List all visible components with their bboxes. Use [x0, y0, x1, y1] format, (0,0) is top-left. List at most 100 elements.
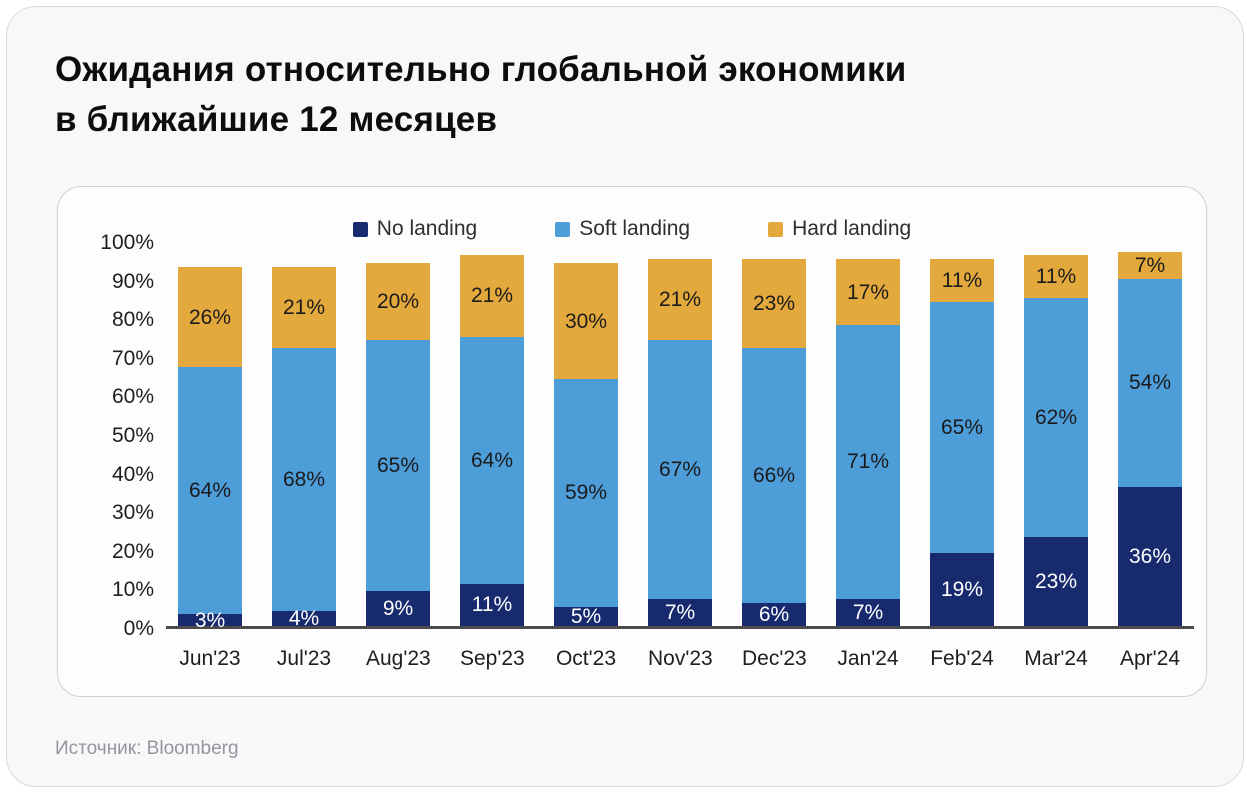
bar-segment-label: 21% [470, 284, 514, 308]
bar-group-feb24: 19% 65% 11% [930, 259, 994, 626]
bar-segment-hard-landing: 23% [742, 259, 806, 349]
bar-group-oct23: 5% 59% 30% [554, 263, 618, 628]
bar-group-jun23: 3% 64% 26% [178, 267, 242, 631]
chart-legend: No landing Soft landing Hard landing [58, 217, 1206, 241]
bar-segment-label: 11% [471, 593, 513, 617]
bar-segment-hard-landing: 21% [460, 255, 524, 337]
bar-group-sep23: 11% 64% 21% [460, 255, 524, 626]
bar-segment-label: 71% [846, 450, 890, 474]
source-note: Источник: Bloomberg [55, 738, 239, 760]
legend-item-hard-landing: Hard landing [768, 217, 911, 241]
bar-segment-label: 19% [940, 577, 984, 601]
bar-segment-soft-landing: 64% [178, 367, 242, 615]
source-value: Bloomberg [146, 738, 239, 759]
bar-segment-soft-landing: 65% [930, 301, 994, 553]
bar-segment-label: 68% [282, 467, 326, 491]
bar-segment-no-landing: 5% [554, 604, 618, 628]
legend-label: Soft landing [579, 217, 691, 240]
bar-segment-label: 21% [282, 296, 326, 320]
x-axis-label: Dec'23 [742, 647, 807, 670]
bar-segment-label: 23% [1034, 570, 1078, 594]
bar-segment-label: 9% [382, 597, 414, 621]
chart-panel: No landing Soft landing Hard landing 0% 10%… [57, 186, 1207, 697]
bar-segment-soft-landing: 66% [742, 348, 806, 603]
bar-group-jan24: 7% 71% 17% [836, 259, 900, 626]
legend-swatch-icon [352, 221, 368, 237]
bar-segment-hard-landing: 11% [1024, 255, 1088, 298]
bar-segment-no-landing: 7% [648, 598, 712, 626]
bar-segment-no-landing: 19% [930, 552, 994, 626]
card: Ожидания относительно глобальной экономи… [6, 6, 1244, 787]
bar-segment-soft-landing: 67% [648, 340, 712, 599]
bar-segment-label: 5% [570, 604, 602, 628]
x-axis-label: Oct'23 [555, 647, 617, 670]
bar-segment-label: 54% [1128, 371, 1172, 395]
y-tick-label: 100% [100, 231, 154, 254]
plot-area: 3% 64% 26% 4% 68% 21% 9% 65% 20% 11% 64% 21% 5% 59% 30… [166, 243, 1194, 631]
bar-segment-label: 11% [941, 269, 983, 293]
bar-segment-soft-landing: 71% [836, 324, 900, 599]
bar-segment-label: 66% [752, 463, 796, 487]
source-label: Источник: [55, 738, 142, 759]
bar-segment-soft-landing: 54% [1118, 278, 1182, 488]
bar-segment-no-landing: 36% [1118, 487, 1182, 626]
bar-segment-hard-landing: 30% [554, 263, 618, 379]
bar-segment-soft-landing: 59% [554, 378, 618, 607]
page-title-line1: Ожидания относительно глобальной экономи… [55, 50, 907, 89]
bar-segment-hard-landing: 20% [366, 263, 430, 341]
bar-group-mar24: 23% 62% 11% [1024, 255, 1088, 626]
legend-item-no-landing: No landing [352, 217, 478, 241]
bar-segment-label: 26% [188, 305, 232, 329]
bar-segment-label: 7% [1134, 253, 1166, 277]
y-tick-label: 20% [111, 539, 154, 563]
y-tick-label: 50% [111, 424, 154, 447]
bar-segment-no-landing: 7% [836, 598, 900, 626]
x-axis-label: Feb'24 [930, 647, 994, 670]
y-axis: 0% 10% 20% 30% 40% 50% 60% 70% 80% 90% 100% [58, 187, 154, 696]
bar-segment-label: 21% [658, 288, 702, 312]
bar-segment-hard-landing: 21% [272, 267, 336, 349]
bar-segment-label: 64% [470, 448, 514, 472]
bar-segment-label: 67% [658, 458, 702, 482]
x-axis-label: Mar'24 [1024, 647, 1088, 670]
legend-swatch-icon [555, 221, 571, 237]
bar-segment-label: 6% [758, 602, 790, 626]
bar-segment-label: 65% [376, 454, 420, 478]
bar-segment-hard-landing: 7% [1118, 251, 1182, 279]
bar-segment-label: 65% [940, 415, 984, 439]
y-tick-label: 40% [111, 462, 154, 486]
y-tick-label: 90% [111, 269, 154, 293]
bar-group-jul23: 4% 68% 21% [272, 267, 336, 630]
bar-segment-label: 36% [1128, 545, 1172, 569]
bar-segment-label: 3% [194, 608, 226, 632]
bar-segment-label: 4% [288, 606, 320, 630]
bar-segment-no-landing: 4% [272, 606, 336, 630]
bar-segment-no-landing: 23% [1024, 537, 1088, 626]
bar-segment-soft-landing: 65% [366, 340, 430, 592]
bar-group-aug23: 9% 65% 20% [366, 263, 430, 626]
x-axis-label: Sep'23 [460, 647, 525, 670]
y-tick-label: 80% [111, 308, 154, 332]
x-axis-label: Jul'23 [276, 647, 332, 670]
legend-label: No landing [376, 217, 478, 240]
x-axis: Jun'23 Jul'23 Aug'23 Sep'23 Oct'23 Nov'23 Dec'… [166, 647, 1194, 671]
bar-segment-hard-landing: 26% [178, 267, 242, 368]
bar-segment-no-landing: 11% [460, 583, 524, 626]
page-title-line2: в ближайшие 12 месяцев [55, 100, 498, 140]
legend-swatch-icon [768, 221, 784, 237]
bar-segment-label: 7% [852, 600, 884, 624]
bar-group-dec23: 6% 66% 23% [742, 259, 806, 626]
bar-group-apr24: 36% 54% 7% [1118, 251, 1182, 626]
y-tick-label: 60% [111, 385, 154, 409]
x-axis-label: Apr'24 [1119, 647, 1181, 670]
bar-segment-soft-landing: 64% [460, 336, 524, 584]
y-tick-label: 0% [123, 617, 154, 640]
y-tick-label: 70% [111, 346, 154, 370]
x-axis-label: Nov'23 [648, 647, 713, 670]
bar-group-nov23: 7% 67% 21% [648, 259, 712, 626]
bar-segment-soft-landing: 62% [1024, 297, 1088, 538]
bar-segment-soft-landing: 68% [272, 348, 336, 611]
bar-segment-label: 7% [664, 600, 696, 624]
legend-label: Hard landing [792, 217, 912, 240]
bar-segment-label: 30% [564, 309, 608, 333]
